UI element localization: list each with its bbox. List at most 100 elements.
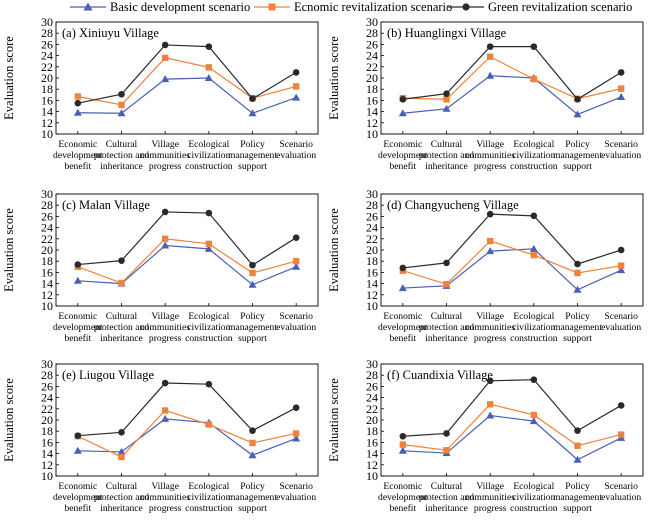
panel-b-point-basic: [442, 104, 451, 112]
panel-e-ytick-label: 24: [41, 391, 53, 405]
panel-d-category-label: Scenario: [604, 311, 638, 322]
panel-b-point-green: [530, 43, 538, 50]
panel-b-category-label: Ecological: [513, 139, 554, 150]
panel-b-category-label: Policy: [565, 139, 590, 150]
panel-f-ytick-label: 28: [366, 368, 378, 382]
legend-label-economic: Ecnomic revitalization scenario: [294, 0, 453, 14]
panel-d-point-green: [443, 259, 450, 267]
panel-d-point-basic: [529, 244, 538, 252]
panel-f-ytick-label: 20: [366, 413, 378, 427]
panel-f-ytick-label: 18: [366, 424, 378, 438]
panel-f-ytick-label: 24: [366, 391, 378, 405]
panel-a-category-label: construction: [185, 161, 233, 172]
panel-e-ytick-label: 22: [41, 402, 53, 416]
panel-a-ytick-label: 24: [41, 49, 53, 63]
panel-e-category-label: protection and: [94, 492, 149, 503]
panel-c-line-basic: [77, 244, 297, 286]
panel-e-ytick-label: 28: [41, 368, 53, 382]
panel-c-title: (c) Malan Village: [62, 198, 150, 212]
panel-c-category-label: evaluation: [276, 322, 316, 333]
panel-a-point-economic: [118, 101, 125, 109]
panel-d-ytick-label: 28: [366, 198, 378, 212]
panel-e-point-green: [205, 380, 213, 388]
panel-a-ytick-label: 18: [41, 82, 53, 96]
panel-d-category-label: Cultural: [431, 311, 463, 322]
panel-f-category-label: Cultural: [431, 481, 463, 492]
panel-e-category-label: Ecological: [188, 481, 229, 492]
panel-c-point-basic: [292, 262, 301, 270]
panel-e-point-economic: [161, 407, 169, 414]
panel-b-point-economic: [530, 75, 538, 83]
panel-b-category-label: benefit: [390, 161, 417, 172]
panel-a-category-label: benefit: [65, 161, 92, 172]
panel-c-category-label: benefit: [65, 333, 92, 344]
panel-e-point-basic: [73, 446, 82, 454]
panel-e-category-label: communities: [140, 492, 190, 503]
panel-d: 10 12 14 16 18 20 22 24 26 28 30 Economic developmen…: [325, 186, 650, 356]
panel-c: 10 12 14 16 18 20 22 24 26 28 30 Economic developmen…: [0, 186, 325, 356]
panel-a-point-basic: [248, 109, 257, 117]
panel-e-line-green: [77, 382, 297, 437]
panel-b-ytick-label: 14: [366, 105, 378, 119]
panel-c-point-economic: [292, 258, 300, 265]
panel-f-y-axis-label: Evaluation score: [327, 378, 341, 462]
panel-b-point-economic: [443, 96, 450, 103]
panel-d-ytick-label: 18: [366, 254, 378, 268]
panel-b-point-basic: [617, 93, 626, 101]
panel-c-category-label: management: [228, 322, 277, 333]
panel-c-point-basic: [161, 241, 170, 249]
panel-f-point-green: [486, 377, 494, 385]
panel-c-ytick-label: 30: [41, 187, 53, 201]
panel-f-category-label: Policy: [565, 481, 590, 492]
panel-a-category-label: Ecological: [188, 139, 229, 150]
panel-c-point-green: [118, 257, 125, 264]
panel-b-category-label: communities: [465, 150, 515, 161]
panel-e-point-green: [249, 427, 256, 434]
panel-c-category-label: support: [238, 333, 267, 344]
panel-d-category-label: construction: [510, 333, 558, 344]
panel-d-ytick-label: 26: [366, 209, 378, 223]
panel-d-point-economic: [574, 269, 581, 277]
panel-b-category-label: Scenario: [604, 139, 638, 150]
panel-f: 10 12 14 16 18 20 22 24 26 28 30 Economic developmen…: [325, 356, 650, 526]
panel-d-line-economic: [402, 240, 622, 285]
panel-f-point-economic: [443, 447, 450, 454]
panel-a-point-basic: [117, 109, 126, 117]
panel-e-point-economic: [249, 439, 256, 447]
panel-e-point-basic: [117, 447, 126, 455]
panel-a-point-green: [292, 69, 300, 76]
panel-f-point-green: [443, 430, 450, 437]
legend-label-basic: Basic development scenario: [110, 0, 251, 14]
panel-d-title: (d) Changyucheng Village: [387, 198, 519, 212]
panel-b-point-basic: [486, 71, 495, 79]
panel-f-ytick-label: 16: [366, 435, 378, 449]
panel-b-category-label: inheritance: [425, 161, 468, 172]
panel-b-point-economic: [486, 53, 494, 60]
panel-f-category-label: benefit: [390, 503, 417, 514]
panel-a-ytick-label: 30: [41, 15, 53, 29]
panel-d-ytick-label: 12: [366, 288, 378, 302]
panel-a-point-basic: [204, 74, 213, 81]
panel-d-ytick-label: 22: [366, 232, 378, 246]
panel-f-category-label: Economic: [383, 481, 422, 492]
panel-d-point-green: [530, 212, 538, 220]
panel-c-line-green: [77, 211, 297, 266]
panel-d-category-label: management: [553, 322, 602, 333]
panel-a-category-label: evaluation: [276, 150, 316, 161]
panel-f-point-green: [617, 402, 625, 409]
panel-f-category-label: Village: [476, 481, 504, 492]
panel-f-point-economic: [486, 401, 494, 408]
panel-e-point-economic: [205, 421, 213, 428]
panel-a-category-label: Scenario: [279, 139, 313, 150]
panel-f-ytick-label: 10: [366, 469, 378, 483]
panel-b-ytick-label: 18: [366, 82, 378, 96]
panel-f-category-label: civilization: [512, 492, 555, 503]
panel-d-line-basic: [402, 248, 622, 291]
panel-c-category-label: Ecological: [188, 311, 229, 322]
panel-e-category-label: Economic: [58, 481, 97, 492]
panel-b-ytick-label: 30: [366, 15, 378, 29]
legend-item-economic: Ecnomic revitalization scenario: [254, 0, 452, 14]
panel-a-category-label: support: [238, 161, 267, 172]
panel-d-category-label: Ecological: [513, 311, 554, 322]
